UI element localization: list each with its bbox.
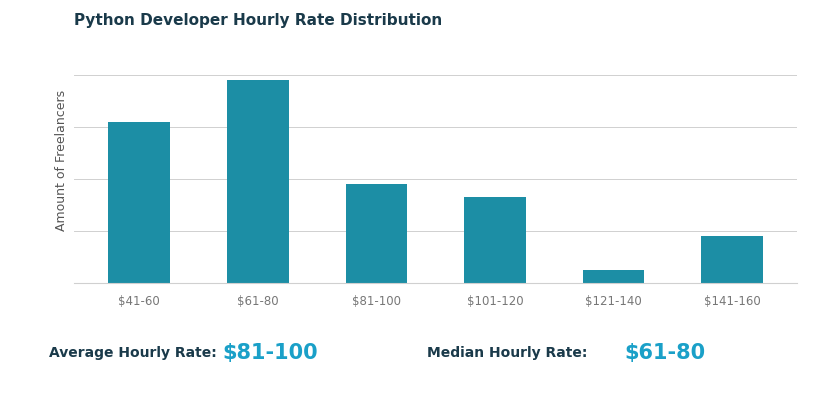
Bar <box>701 237 763 284</box>
Text: Python Developer Hourly Rate Distribution: Python Developer Hourly Rate Distributio… <box>74 13 442 28</box>
Bar <box>345 185 407 284</box>
Text: $81-100: $81-100 <box>222 342 317 362</box>
Bar <box>227 81 289 284</box>
Text: Median Hourly Rate:: Median Hourly Rate: <box>427 345 588 359</box>
Bar <box>464 198 526 284</box>
Bar <box>109 123 170 284</box>
Bar <box>583 271 644 284</box>
Text: Average Hourly Rate:: Average Hourly Rate: <box>49 345 217 359</box>
Y-axis label: Amount of Freelancers: Amount of Freelancers <box>55 90 68 230</box>
Text: $61-80: $61-80 <box>625 342 706 362</box>
